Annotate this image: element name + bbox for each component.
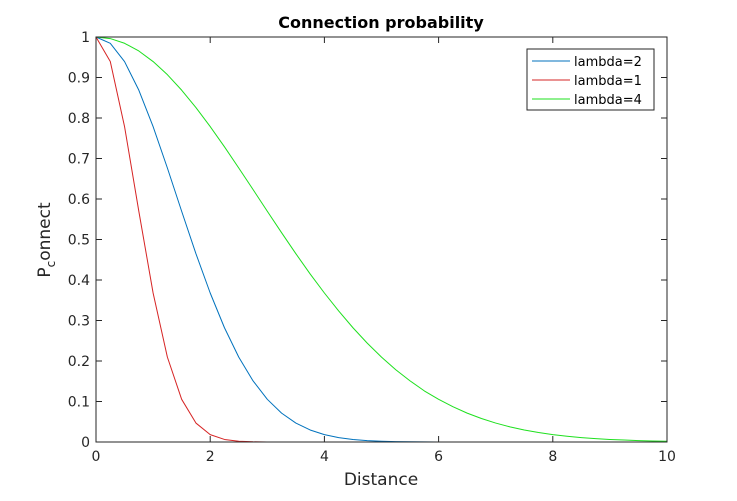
y-tick-label: 0: [81, 435, 90, 451]
y-tick-label: 0.7: [68, 152, 90, 168]
y-tick-label: 0.1: [68, 395, 90, 411]
x-tick-label: 8: [548, 449, 557, 465]
legend: lambda=2 lambda=1 lambda=4: [526, 48, 655, 111]
y-tick-label: 0.2: [68, 354, 90, 370]
series-line-3: [95, 36, 668, 442]
legend-label-1: lambda=2: [574, 55, 642, 70]
x-tick-label: 10: [658, 449, 676, 465]
y-axis-label-rest: onnect: [35, 202, 55, 261]
legend-label-2: lambda=1: [574, 74, 642, 89]
x-axis-label: Distance: [344, 470, 418, 490]
y-axis-label-main: P: [35, 267, 55, 277]
y-axis-label: Pconnect: [35, 202, 58, 278]
y-axis-label-subscript: c: [44, 261, 58, 268]
x-tick-label: 4: [320, 449, 329, 465]
x-tick-label: 2: [206, 449, 215, 465]
y-tick-label: 0.8: [68, 111, 90, 127]
y-tick-label: 1: [81, 30, 90, 46]
chart-title: Connection probability: [278, 13, 484, 32]
x-axis-ticks: 0 2 4 6 8 10: [92, 37, 676, 465]
y-tick-label: 0.4: [68, 273, 90, 289]
x-tick-label: 6: [434, 449, 443, 465]
y-axis-ticks: 0 0.1 0.2 0.3 0.4 0.5 0.6 0.7 0.8 0.9 1: [68, 30, 667, 451]
y-tick-label: 0.6: [68, 192, 90, 208]
legend-entries: lambda=2 lambda=1 lambda=4: [532, 55, 642, 108]
y-tick-label: 0.9: [68, 71, 90, 87]
y-tick-label: 0.3: [68, 314, 90, 330]
legend-label-3: lambda=4: [574, 93, 642, 108]
y-tick-label: 0.5: [68, 233, 90, 249]
x-tick-label: 0: [92, 449, 101, 465]
